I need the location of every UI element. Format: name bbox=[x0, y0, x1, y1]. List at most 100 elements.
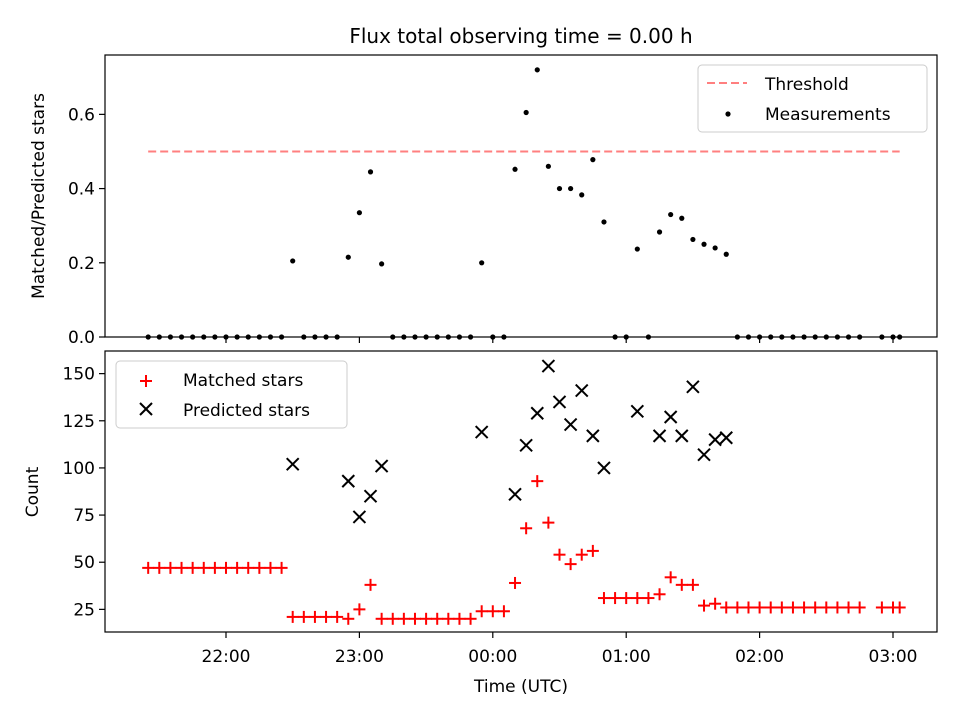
matched-star-point bbox=[353, 603, 366, 616]
bottom-y-tick-label: 100 bbox=[63, 459, 95, 479]
x-tick-label: 01:00 bbox=[602, 647, 651, 667]
matched-star-point bbox=[386, 612, 399, 625]
matched-star-point bbox=[631, 592, 644, 605]
predicted-star-point bbox=[686, 380, 700, 394]
bottom-y-tick-label: 75 bbox=[73, 506, 95, 526]
predicted-star-point bbox=[652, 429, 667, 443]
matched-star-point bbox=[609, 592, 622, 605]
matched-star-point bbox=[553, 548, 566, 561]
x-tick-label: 00:00 bbox=[468, 647, 517, 667]
matched-star-point bbox=[364, 578, 377, 591]
predicted-star-point bbox=[541, 359, 556, 373]
top-y-tick-label: 0.6 bbox=[68, 105, 95, 125]
matched-star-point bbox=[420, 612, 433, 625]
matched-star-point bbox=[497, 605, 510, 618]
measurement-point bbox=[679, 215, 685, 221]
top-y-ticks: 0.0 0.2 0.4 0.6 bbox=[68, 105, 105, 348]
matched-star-point bbox=[197, 561, 210, 574]
predicted-legend-marker bbox=[139, 402, 153, 416]
bottom-legend: Matched stars Predicted stars bbox=[115, 360, 348, 429]
matched-star-point bbox=[153, 561, 166, 574]
matched-star-point bbox=[475, 605, 488, 618]
bottom-legend-box bbox=[115, 360, 348, 429]
matched-star-point bbox=[286, 610, 299, 623]
measurement-point bbox=[690, 236, 696, 243]
matched-star-point bbox=[642, 592, 655, 605]
matched-star-point bbox=[875, 601, 888, 614]
predicted-star-point bbox=[563, 417, 578, 432]
measurement-point bbox=[523, 109, 529, 116]
predicted-star-point bbox=[597, 461, 611, 475]
top-axes-frame bbox=[104, 54, 938, 338]
measurement-point bbox=[568, 185, 574, 192]
predicted-star-point bbox=[508, 487, 522, 502]
matched-star-point bbox=[231, 561, 244, 574]
top-y-tick-label: 0.0 bbox=[68, 328, 95, 348]
top-legend: Threshold Measurements bbox=[697, 64, 928, 133]
bottom-panel: 25 50 75 100 125 150 22:00 23:00 00:00 01:00 02:0… bbox=[23, 350, 938, 697]
measurement-point bbox=[345, 254, 351, 260]
matched-star-point bbox=[375, 612, 388, 625]
matched-star-point bbox=[820, 601, 833, 614]
matched-star-point bbox=[486, 605, 499, 618]
matched-star-point bbox=[331, 610, 344, 623]
matched-star-point bbox=[542, 516, 555, 529]
matched-star-point bbox=[686, 578, 699, 591]
matched-star-point bbox=[208, 561, 221, 574]
matched-star-point bbox=[620, 592, 633, 605]
chart-title: Flux total observing time = 0.00 h bbox=[349, 24, 692, 48]
matched-star-point bbox=[764, 601, 777, 614]
x-tick-label: 02:00 bbox=[735, 647, 784, 667]
bottom-y-tick-label: 150 bbox=[63, 365, 95, 385]
predicted-star-point bbox=[341, 474, 355, 488]
matched-star-point bbox=[142, 561, 155, 574]
predicted-star-point bbox=[586, 429, 600, 443]
measurement-point bbox=[479, 260, 485, 266]
measurement-point bbox=[379, 261, 385, 267]
matched-star-point bbox=[164, 561, 177, 574]
matched-star-point bbox=[397, 612, 410, 625]
measurement-point bbox=[656, 229, 663, 235]
predicted-star-point bbox=[575, 383, 589, 398]
x-tick-label: 22:00 bbox=[202, 647, 251, 667]
matched-star-point bbox=[186, 561, 199, 574]
measurements-legend-label: Measurements bbox=[765, 105, 891, 125]
measurement-point bbox=[545, 163, 551, 169]
predicted-star-point bbox=[697, 448, 711, 462]
bottom-y-tick-label: 50 bbox=[73, 553, 95, 573]
matched-star-point bbox=[664, 571, 677, 584]
measurement-point bbox=[701, 241, 707, 247]
matched-star-point bbox=[653, 588, 666, 601]
matched-star-point bbox=[442, 612, 455, 625]
matched-star-point bbox=[786, 601, 799, 614]
predicted-star-point bbox=[708, 432, 722, 447]
predicted-star-point bbox=[719, 431, 733, 445]
matched-star-point bbox=[893, 601, 906, 614]
matched-star-point bbox=[831, 601, 844, 614]
matched-star-point bbox=[675, 578, 688, 591]
matched-star-point bbox=[775, 601, 788, 614]
predicted-star-point bbox=[552, 395, 567, 409]
x-tick-label: 23:00 bbox=[335, 647, 384, 667]
threshold-legend-label: Threshold bbox=[764, 75, 849, 95]
x-axis-label: Time (UTC) bbox=[473, 677, 568, 697]
predicted-star-point bbox=[630, 404, 645, 419]
predicted-stars-points bbox=[285, 359, 733, 524]
matched-star-point bbox=[564, 558, 577, 571]
predicted-star-point bbox=[474, 425, 489, 439]
measurement-point bbox=[590, 157, 596, 163]
matched-star-point bbox=[453, 612, 466, 625]
matched-stars-points bbox=[142, 475, 906, 625]
x-tick-label: 03:00 bbox=[869, 647, 918, 667]
bottom-axes-frame bbox=[104, 350, 938, 633]
matched-star-point bbox=[297, 610, 310, 623]
matched-star-point bbox=[509, 576, 522, 589]
matched-star-point bbox=[242, 561, 255, 574]
matched-star-point bbox=[253, 561, 266, 574]
predicted-star-point bbox=[285, 457, 300, 471]
matched-star-point bbox=[275, 561, 288, 574]
measurement-point bbox=[723, 251, 729, 257]
matched-star-point bbox=[175, 561, 188, 574]
matched-star-point bbox=[809, 601, 822, 614]
